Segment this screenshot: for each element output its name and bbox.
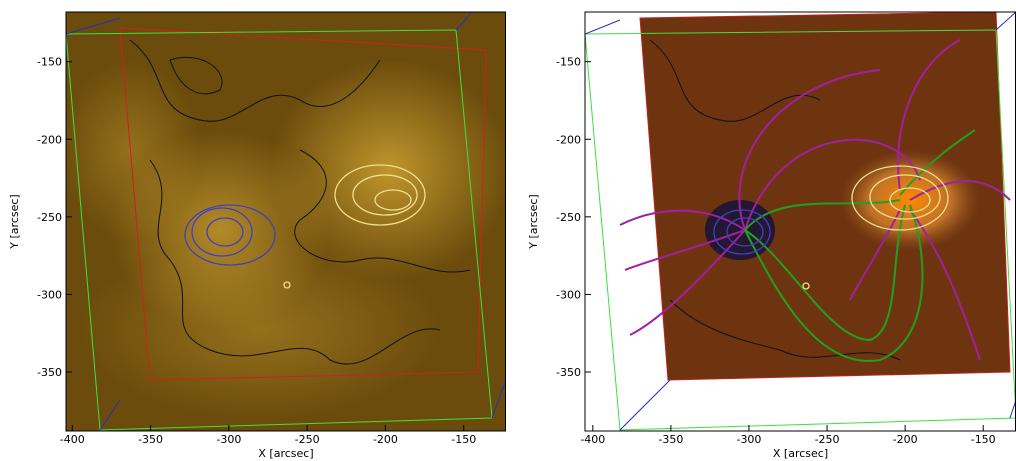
y-tick-label: -150 bbox=[556, 56, 581, 69]
y-tick-label: -200 bbox=[37, 133, 62, 146]
x-tick-label: -250 bbox=[295, 433, 320, 446]
x-axis-label: X [arcsec] bbox=[258, 447, 313, 460]
x-tick-label: -200 bbox=[373, 433, 398, 446]
y-axis-label: Y [arcsec] bbox=[8, 194, 21, 249]
x-tick-label: -200 bbox=[893, 433, 918, 446]
y-tick-label: -250 bbox=[556, 211, 581, 224]
x-tick-label: -150 bbox=[971, 433, 996, 446]
y-tick-label: -200 bbox=[556, 133, 581, 146]
y-axis-label: Y [arcsec] bbox=[527, 194, 540, 249]
y-tick-label: -350 bbox=[37, 366, 62, 379]
x-tick-label: -400 bbox=[60, 433, 85, 446]
x-tick-label: -300 bbox=[736, 433, 761, 446]
right-image bbox=[585, 12, 1016, 430]
x-tick-label: -250 bbox=[815, 433, 840, 446]
x-tick-label: -350 bbox=[658, 433, 683, 446]
y-tick-label: -300 bbox=[556, 288, 581, 301]
y-tick-label: -300 bbox=[37, 288, 62, 301]
y-tick-label: -350 bbox=[556, 366, 581, 379]
x-axis-label: X [arcsec] bbox=[773, 447, 828, 460]
x-tick-label: -150 bbox=[451, 433, 476, 446]
left-image bbox=[60, 12, 510, 431]
y-tick-label: -150 bbox=[37, 56, 62, 69]
x-tick-label: -400 bbox=[580, 433, 605, 446]
x-tick-label: -300 bbox=[216, 433, 241, 446]
y-tick-label: -250 bbox=[37, 211, 62, 224]
x-tick-label: -350 bbox=[138, 433, 163, 446]
figure: -400 -350 -300 -250 -200 -150 -150 -200 -250 -300… bbox=[0, 0, 1016, 461]
